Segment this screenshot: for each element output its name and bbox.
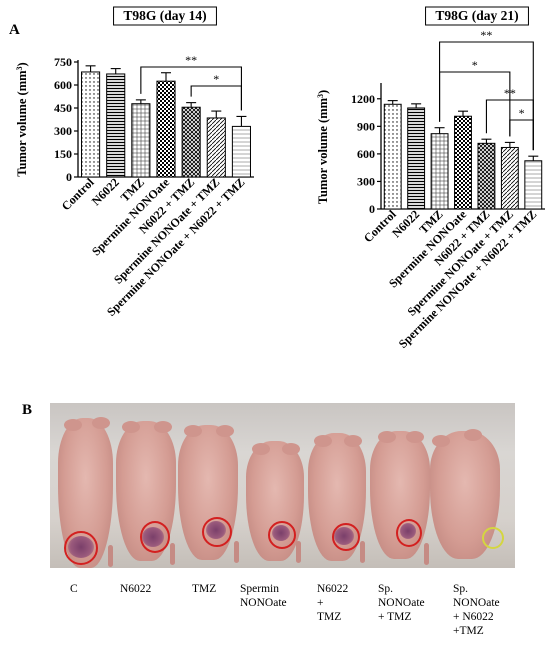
photo-label-sp-tmz: Sp. NONOate + TMZ [378,583,425,623]
y-tick-label: 900 [357,119,375,133]
bar [524,160,543,210]
photo-label-tmz: TMZ [192,583,217,595]
significance-label: * [472,58,478,72]
bar [181,106,201,178]
significance-label: * [519,106,525,120]
y-tick-label: 300 [54,124,72,138]
bar [81,71,101,178]
bar [156,80,176,178]
photo-label-control: C [70,583,78,595]
significance-label: ** [504,86,516,100]
mouse-photo [50,403,515,568]
significance-bracket [439,41,534,151]
tumor-circle-3 [202,517,232,547]
bar [231,125,251,178]
photo-label-n6022-tmz: N6022 + TMZ [317,583,349,623]
tumor-circle-7 [482,527,504,549]
chart-title: T98G (day 21) [435,8,518,23]
y-tick-label: 1200 [351,92,375,106]
significance-label: * [213,72,219,86]
y-tick-label: 750 [54,55,72,69]
bar [430,133,449,210]
tumor-circle-1 [64,531,98,565]
panel-b-letter: B [22,402,33,418]
y-tick-label: 600 [54,78,72,92]
y-tick-label: 300 [357,174,375,188]
panel-a-letter: A [9,22,20,38]
y-tick-label: 150 [54,147,72,161]
x-tick-label: N6022 [389,207,422,240]
tumor-circle-2 [140,521,170,553]
chart-day21: T98G (day 21) 0 300 600 900 1200 Tumor volume … [316,6,545,351]
chart-day14: T98G (day 14) 0 150 300 450 600 750 Tumor volum… [15,6,254,319]
bar [477,142,496,210]
y-tick-label: 600 [357,147,375,161]
x-tick-label: Control [59,175,97,213]
significance-bracket [509,119,534,151]
y-axis-label: Tumor volume (mm3) [15,62,30,176]
x-tick-label: N6022 [89,175,122,208]
tumor-circle-5 [332,523,360,551]
bar [454,115,472,210]
y-tick-label: 0 [369,202,375,216]
bar [383,103,402,210]
y-tick-label: 0 [66,170,72,184]
y-axis-label: Tumor volume (mm3) [316,90,331,204]
chart-title: T98G (day 14) [123,8,206,23]
tumor-circle-4 [268,521,296,549]
bar [131,103,151,178]
significance-bracket [439,71,511,137]
photo-label-sp-n6022-tmz: Sp. NONOate + N6022 +TMZ [453,583,500,637]
photo-label-spermine: Spermin NONOate [240,583,287,609]
bar [106,73,126,178]
significance-label: ** [185,53,197,67]
chart-title-box [113,6,217,26]
significance-label: ** [480,28,492,42]
significance-bracket [190,85,242,111]
photo-label-n6022: N6022 [120,583,152,595]
bar [206,117,226,178]
chart-title-box [425,6,529,26]
bar [500,146,519,210]
y-tick-label: 450 [54,101,72,115]
bar [407,107,426,210]
tumor-circle-6 [396,519,422,547]
